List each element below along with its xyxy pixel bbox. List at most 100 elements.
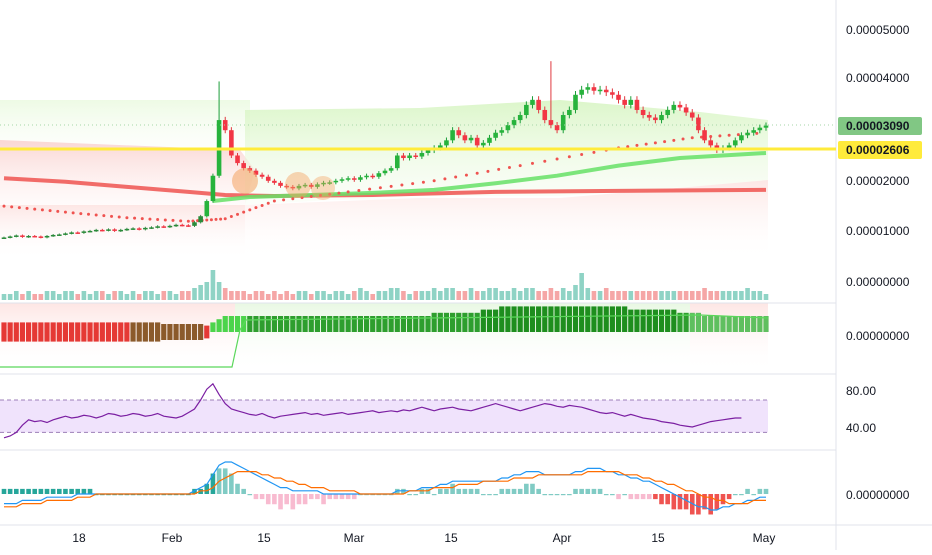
momentum-bar	[560, 306, 566, 332]
stop-dot	[727, 133, 731, 137]
momentum-bar	[585, 306, 591, 332]
candle-body	[579, 89, 584, 95]
candle-body	[689, 112, 695, 118]
volume-bar	[167, 291, 173, 300]
volume-bar	[401, 291, 406, 300]
candle-body	[481, 142, 486, 146]
volume-bar	[634, 291, 640, 300]
volume-bar	[388, 288, 394, 300]
candle-body	[444, 140, 449, 146]
candle-body	[222, 120, 228, 131]
macd-hist-bar	[63, 488, 68, 494]
macd-hist-bar	[745, 488, 750, 494]
macd-hist-bar	[308, 494, 314, 500]
momentum-bar	[112, 322, 118, 342]
volume-bar	[81, 291, 87, 300]
volume-bar	[726, 291, 732, 300]
macd-hist-bar	[290, 494, 296, 510]
candle-body	[112, 229, 117, 231]
momentum-bar	[443, 312, 450, 332]
stop-dot	[626, 145, 630, 149]
candle-body	[345, 178, 351, 180]
candle-body	[63, 233, 68, 235]
momentum-bar	[62, 322, 69, 342]
candle-body	[554, 125, 560, 131]
macd-hist-bar	[32, 488, 38, 494]
macd-hist-bar	[210, 473, 216, 494]
volume-bar	[628, 291, 634, 300]
candle-body	[351, 178, 357, 180]
price-axis[interactable]: 0.00005000 0.00004000 0.00002000 0.00001…	[838, 23, 922, 289]
stop-dot	[378, 186, 382, 190]
momentum-bar	[271, 316, 277, 332]
stop-dot	[171, 218, 175, 222]
volume-bar	[321, 291, 326, 300]
stop-dot	[156, 218, 160, 222]
momentum-bar	[216, 319, 222, 332]
stop-dot	[718, 134, 722, 138]
volume-bar	[63, 291, 68, 300]
candle-body	[210, 175, 216, 202]
candle-body	[57, 234, 62, 236]
candle-body	[69, 232, 74, 234]
macd-hist-bar	[542, 494, 548, 496]
stop-dot	[567, 155, 571, 159]
momentum-bar	[634, 309, 640, 332]
volume-bar	[524, 288, 529, 300]
time-axis[interactable]: 18 Feb 15 Mar 15 Apr 15 May	[72, 531, 775, 545]
volume-bar	[210, 270, 216, 300]
macd-hist-bar	[450, 483, 455, 494]
macd-hist-bar	[511, 488, 517, 494]
candle-body	[38, 236, 44, 238]
candlesticks[interactable]	[1, 61, 769, 239]
momentum-bar	[425, 316, 431, 332]
momentum-bar	[370, 316, 376, 332]
stop-dot	[248, 208, 252, 212]
candle-body	[524, 104, 529, 116]
macd-hist-bar	[419, 488, 425, 494]
volume-bar	[419, 291, 425, 300]
stop-dot	[205, 218, 209, 222]
stop-dot	[125, 216, 129, 220]
momentum-bar	[87, 322, 93, 342]
price-tick: 0.00005000	[846, 23, 910, 37]
volume-bar	[106, 294, 111, 300]
macd-hist-bar	[425, 488, 431, 494]
rsi-path	[3, 382, 742, 439]
volume-bar	[456, 291, 462, 300]
candle-body	[87, 230, 93, 233]
signal-path	[4, 471, 766, 508]
momentum-bar	[228, 316, 234, 332]
volume-bar	[26, 291, 31, 300]
candle-body	[44, 235, 50, 238]
volume-bar	[653, 291, 658, 300]
momentum-bar	[44, 322, 50, 342]
macd-axis: 0.00000000	[846, 488, 910, 502]
ema-fast-path	[212, 151, 767, 203]
momentum-bar	[523, 306, 529, 332]
volume-bar	[376, 291, 382, 300]
candle-body	[456, 130, 462, 136]
momentum-bar	[572, 306, 579, 332]
momentum-bar	[376, 316, 382, 332]
volume-bar	[511, 288, 517, 300]
stop-dot	[86, 212, 90, 216]
candle-body	[610, 92, 615, 95]
candle-body	[542, 109, 548, 121]
volume-bar	[161, 291, 167, 300]
candle-body	[487, 137, 492, 143]
momentum-bar	[284, 316, 290, 332]
candle-body	[327, 182, 332, 184]
volume-bar	[272, 291, 277, 300]
last-price-tag	[838, 117, 922, 135]
rsi-line	[3, 382, 742, 439]
stop-dot	[318, 193, 322, 197]
date-tick: 15	[444, 531, 458, 545]
macd-hist-bar	[284, 494, 289, 505]
momentum-bar	[468, 312, 474, 332]
stop-dot	[672, 138, 676, 142]
macd-hist-bar	[640, 494, 646, 500]
stop-dot	[432, 179, 436, 183]
